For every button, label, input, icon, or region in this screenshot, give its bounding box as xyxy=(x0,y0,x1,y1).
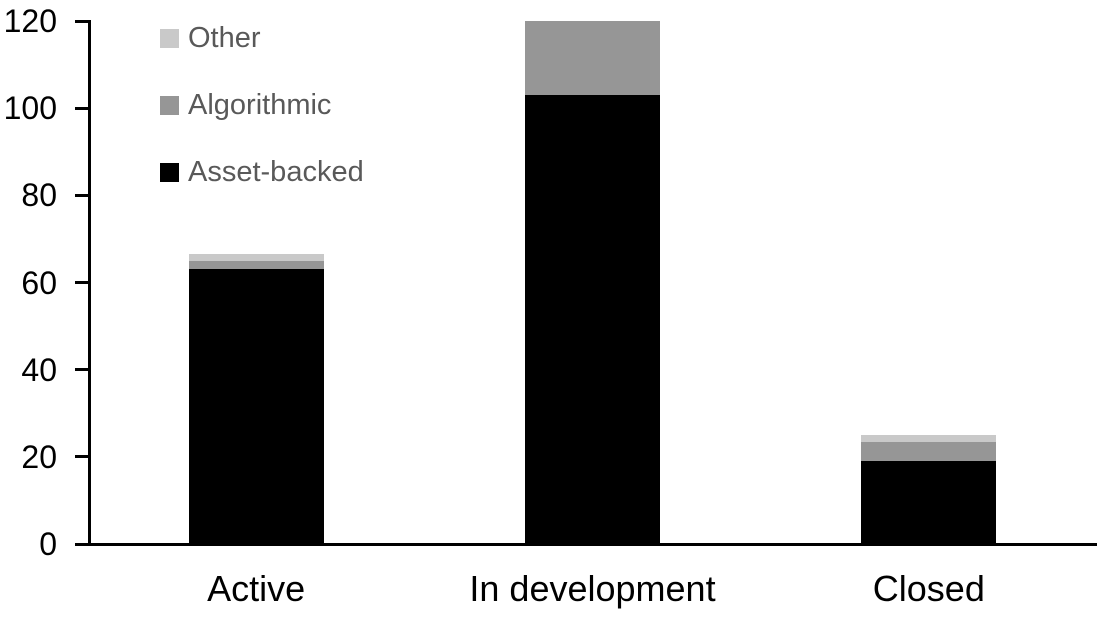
y-tick-label: 80 xyxy=(21,177,57,214)
y-tick-label: 120 xyxy=(3,3,57,39)
legend-item-algorithmic: Algorithmic xyxy=(160,88,364,122)
legend-label: Asset-backed xyxy=(188,156,364,188)
legend-swatch-icon xyxy=(160,95,179,115)
legend-swatch-icon xyxy=(160,162,179,182)
x-category-label: Active xyxy=(207,568,306,609)
legend-label: Algorithmic xyxy=(188,89,332,121)
y-tick-label: 40 xyxy=(21,351,57,388)
y-tick-mark xyxy=(75,281,88,284)
x-category-label: In development xyxy=(469,568,716,609)
bar-segment-algorithmic-active xyxy=(188,260,324,270)
legend-label: Other xyxy=(188,22,261,54)
y-tick-mark xyxy=(75,19,88,23)
bar-segment-asset-backed-closed xyxy=(861,461,997,544)
y-tick-mark xyxy=(75,193,88,197)
bar-segment-algorithmic-in-development xyxy=(525,21,660,96)
x-category-label: Closed xyxy=(872,568,985,609)
y-tick-label: 0 xyxy=(39,526,57,562)
y-tick-label: 100 xyxy=(3,90,57,127)
y-tick-mark xyxy=(75,368,88,372)
y-tick-mark xyxy=(75,542,88,546)
y-tick-mark xyxy=(75,455,88,459)
legend-item-other: Other xyxy=(160,21,364,55)
y-axis-line xyxy=(88,19,91,546)
legend-swatch-icon xyxy=(160,28,179,48)
y-tick-mark xyxy=(75,106,88,110)
bar-segment-asset-backed-active xyxy=(188,269,324,544)
legend-item-asset-backed: Asset-backed xyxy=(160,155,364,189)
bar-segment-other-closed xyxy=(861,435,997,442)
bar-segment-asset-backed-in-development xyxy=(525,95,660,544)
bar-segment-algorithmic-closed xyxy=(861,441,997,462)
y-tick-label: 20 xyxy=(21,438,57,475)
bar-segment-other-active xyxy=(188,254,324,261)
y-tick-label: 60 xyxy=(21,264,57,301)
legend: Other Algorithmic Asset-backed xyxy=(160,21,364,222)
x-axis-line xyxy=(88,542,1097,546)
